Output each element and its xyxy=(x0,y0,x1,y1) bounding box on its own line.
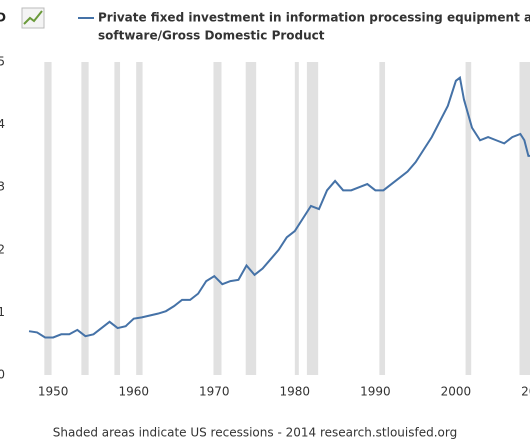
recession-band xyxy=(213,62,222,375)
x-tick-label: 1980 xyxy=(280,385,311,399)
x-tick-label: 2010 xyxy=(521,385,530,399)
logo: D xyxy=(0,11,6,25)
recession-band xyxy=(519,62,530,375)
recession-band xyxy=(114,62,121,375)
y-tick-label: 5 xyxy=(0,55,5,69)
recession-band xyxy=(44,62,52,375)
x-tick-label: 1990 xyxy=(360,385,391,399)
recession-band xyxy=(306,62,319,375)
x-tick-label: 1970 xyxy=(199,385,230,399)
y-tick-label: 1 xyxy=(0,305,5,319)
logo-icon xyxy=(21,7,45,29)
footer: Shaded areas indicate US recessions - 20… xyxy=(53,426,457,440)
x-tick-label: 1950 xyxy=(38,385,69,399)
recession-band xyxy=(136,62,143,375)
recession-band xyxy=(245,62,257,375)
y-tick-label: 4 xyxy=(0,117,5,131)
legend-label: Private fixed investment in information … xyxy=(98,11,530,25)
y-tick-label: 3 xyxy=(0,180,5,194)
x-tick-label: 2000 xyxy=(441,385,472,399)
line-series xyxy=(28,75,530,339)
x-tick-label: 1960 xyxy=(118,385,149,399)
recession-band xyxy=(81,62,89,375)
y-tick-label: 0 xyxy=(0,368,5,382)
y-tick-label: 2 xyxy=(0,242,5,256)
recession-band xyxy=(465,62,472,375)
recession-band xyxy=(294,62,299,375)
recession-band xyxy=(379,62,386,375)
legend-label: software/Gross Domestic Product xyxy=(98,29,325,43)
